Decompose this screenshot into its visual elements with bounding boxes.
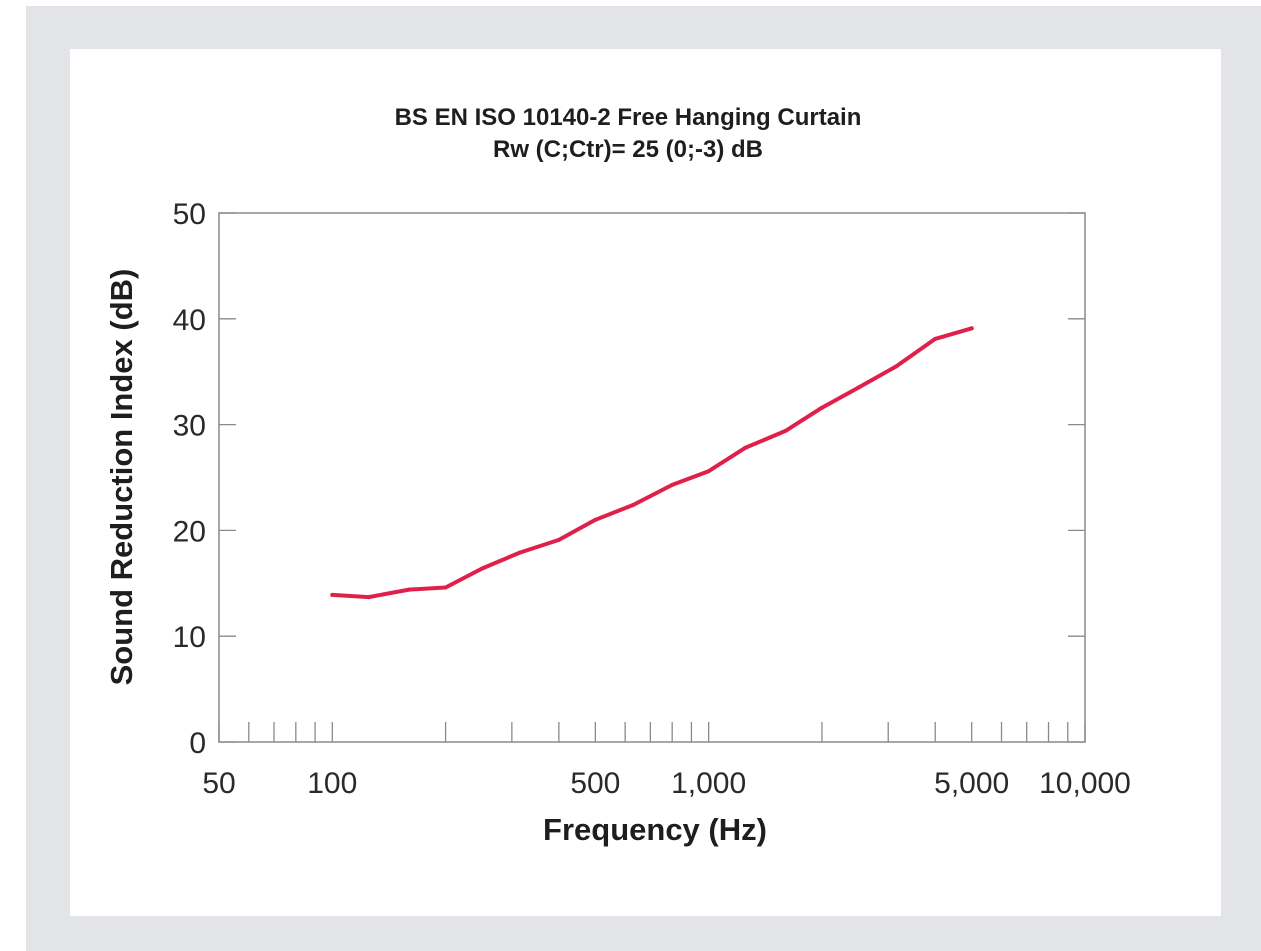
data-point (480, 566, 485, 571)
x-tick-label: 5,000 (934, 767, 1009, 800)
y-tick-label: 30 (173, 410, 206, 443)
plot-axes (218, 212, 1086, 743)
plot-area-frame (218, 212, 1086, 743)
data-point (706, 469, 711, 474)
y-tick-label: 10 (173, 621, 206, 654)
data-point (933, 336, 938, 341)
y-tick-label: 40 (173, 304, 206, 337)
x-tick-label: 100 (307, 767, 357, 800)
data-point (366, 595, 371, 600)
data-point (969, 326, 974, 331)
data-point (443, 585, 448, 590)
x-tick-label: 500 (570, 767, 620, 800)
data-point (631, 503, 636, 507)
x-axis-label: Frequency (Hz) (543, 812, 767, 847)
data-series (330, 326, 974, 600)
data-point (330, 592, 335, 597)
axis-ticks (218, 212, 1086, 743)
chart-panel (70, 49, 1221, 916)
y-tick-label: 50 (173, 198, 206, 231)
data-point (670, 482, 675, 487)
data-point (556, 537, 561, 542)
x-tick-label: 10,000 (1039, 767, 1131, 800)
y-tick-label: 0 (189, 727, 206, 760)
x-tick-label: 50 (202, 767, 235, 800)
axis-tick-labels: 50 100 500 1,000 5,000 10,000 0 10 20 30 40 50 (173, 198, 1131, 800)
chart-subtitle: Rw (C;Ctr)= 25 (0;-3) dB (493, 136, 763, 163)
data-point (743, 445, 748, 450)
y-tick-label: 20 (173, 515, 206, 548)
chart-title: BS EN ISO 10140-2 Free Hanging Curtain (395, 104, 862, 131)
x-tick-label: 1,000 (671, 767, 746, 800)
data-point (517, 550, 522, 555)
data-point (894, 364, 899, 369)
data-point (593, 517, 598, 522)
data-point (819, 405, 824, 410)
data-point (407, 587, 412, 592)
data-point (783, 428, 788, 433)
y-axis-label: Sound Reduction Index (dB) (104, 269, 139, 686)
data-point (856, 385, 861, 390)
series-line (330, 326, 974, 600)
